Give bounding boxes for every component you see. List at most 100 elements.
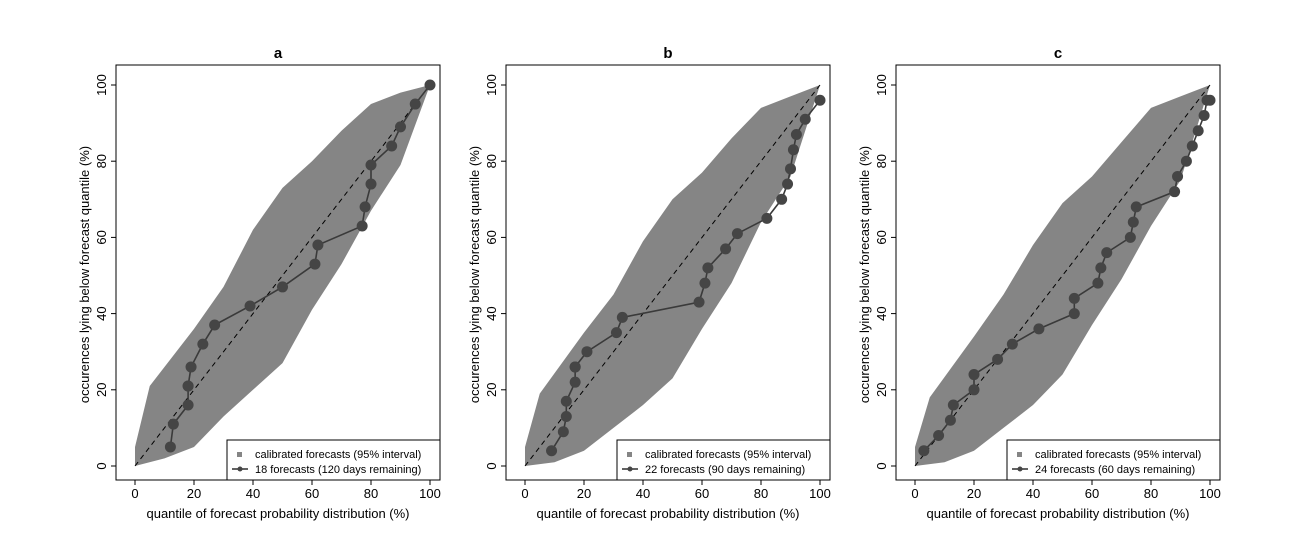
forecast-point [1204,94,1216,106]
forecast-point [1068,292,1080,304]
forecast-point [968,384,980,396]
y-tick-label: 80 [874,154,889,168]
forecast-point [1101,247,1113,259]
forecast-point [312,239,324,251]
x-tick-label: 0 [911,486,918,501]
forecast-point [1180,155,1192,167]
y-tick-label: 20 [484,383,499,397]
forecast-point [356,220,368,232]
legend-box [1006,439,1221,481]
forecast-point [167,418,179,430]
y-tick-label: 100 [484,74,499,96]
forecast-point [182,380,194,392]
forecast-point [1198,109,1210,121]
y-tick-label: 20 [874,383,889,397]
forecast-point [569,361,581,373]
y-tick-label: 40 [94,306,109,320]
y-axis-label: occurences lying below forecast quantile… [467,146,482,403]
forecast-point [782,178,794,190]
forecast-point [790,129,802,141]
y-tick-label: 60 [94,230,109,244]
y-tick-label: 80 [484,154,499,168]
forecast-point [702,262,714,274]
x-tick-label: 80 [364,486,378,501]
y-tick-label: 60 [484,230,499,244]
x-tick-label: 20 [967,486,981,501]
x-axis-label: quantile of forecast probability distrib… [146,506,409,521]
forecast-point [933,430,945,442]
forecast-point [386,140,398,152]
chart-title: a [274,45,283,62]
forecast-point [1095,262,1107,274]
x-tick-label: 100 [809,486,831,501]
legend-box [226,439,441,481]
forecast-point [1092,277,1104,289]
forecast-point [693,296,705,308]
legend-box [616,439,831,481]
legend-series-marker [627,466,633,472]
forecast-point [785,163,796,175]
forecast-point [616,311,628,323]
forecast-point [1130,201,1142,213]
chart-title: c [1054,45,1062,62]
legend-band-swatch [627,452,632,457]
x-axis-label: quantile of forecast probability distrib… [536,506,799,521]
forecast-point [164,441,176,453]
forecast-point [1068,308,1080,320]
legend-series-marker [1017,466,1023,472]
forecast-point [359,201,371,213]
legend-label-series: 24 forecasts (60 days remaining) [1035,464,1195,476]
forecast-point [197,338,209,350]
legend-series-marker [237,466,243,472]
forecast-series-line [550,99,821,452]
forecast-point [1192,125,1204,137]
y-tick-label: 100 [94,74,109,96]
forecast-point [992,353,1004,365]
forecast-point [610,327,622,339]
x-tick-label: 40 [246,486,260,501]
forecast-point [761,212,773,224]
x-tick-label: 0 [131,486,138,501]
y-axis-label: occurences lying below forecast quantile… [857,146,872,403]
forecast-point [365,159,377,171]
forecast-point [947,399,959,411]
legend-label-band: calibrated forecasts (95% interval) [255,449,421,461]
forecast-point [731,228,743,240]
forecast-point [787,144,799,156]
y-tick-label: 80 [94,154,109,168]
panel-c: 0 20 40 60 80 100 0 20 40 60 80 100 c quantile of for… [857,45,1221,521]
legend: calibrated forecasts (95% interval) 22 fo… [616,439,831,481]
legend-label-band: calibrated forecasts (95% interval) [645,449,811,461]
legend-band-swatch [237,452,242,457]
legend-band-swatch [1017,452,1022,457]
forecast-point [560,410,572,422]
x-tick-label: 100 [419,486,441,501]
forecast-point [1172,170,1184,182]
forecast-point [424,79,436,91]
y-axis-label: occurences lying below forecast quantile… [77,146,92,403]
forecast-point [209,319,221,331]
legend: calibrated forecasts (95% interval) 18 fo… [226,439,441,481]
forecast-point [365,178,377,190]
y-tick-label: 40 [874,306,889,320]
forecast-point [699,277,711,289]
y-tick-label: 0 [484,462,499,469]
forecast-point [1127,216,1139,228]
x-tick-label: 20 [187,486,201,501]
legend: calibrated forecasts (95% interval) 24 fo… [1006,439,1221,481]
forecast-point [569,376,581,388]
x-tick-label: 80 [1144,486,1158,501]
x-tick-label: 40 [636,486,650,501]
panel-a: 0 20 40 60 80 100 0 20 40 60 80 100 a quantile of for… [77,45,441,521]
forecast-point [814,94,826,106]
forecast-point [409,98,421,110]
panel-b: 0 20 40 60 80 100 0 20 40 60 80 100 b quantile of for… [467,45,831,521]
x-tick-label: 40 [1026,486,1040,501]
forecast-point [799,113,811,125]
forecast-point [185,361,197,373]
forecast-point [309,258,321,270]
forecast-point [1006,338,1018,350]
forecast-point [1033,323,1045,335]
forecast-point [968,369,980,381]
